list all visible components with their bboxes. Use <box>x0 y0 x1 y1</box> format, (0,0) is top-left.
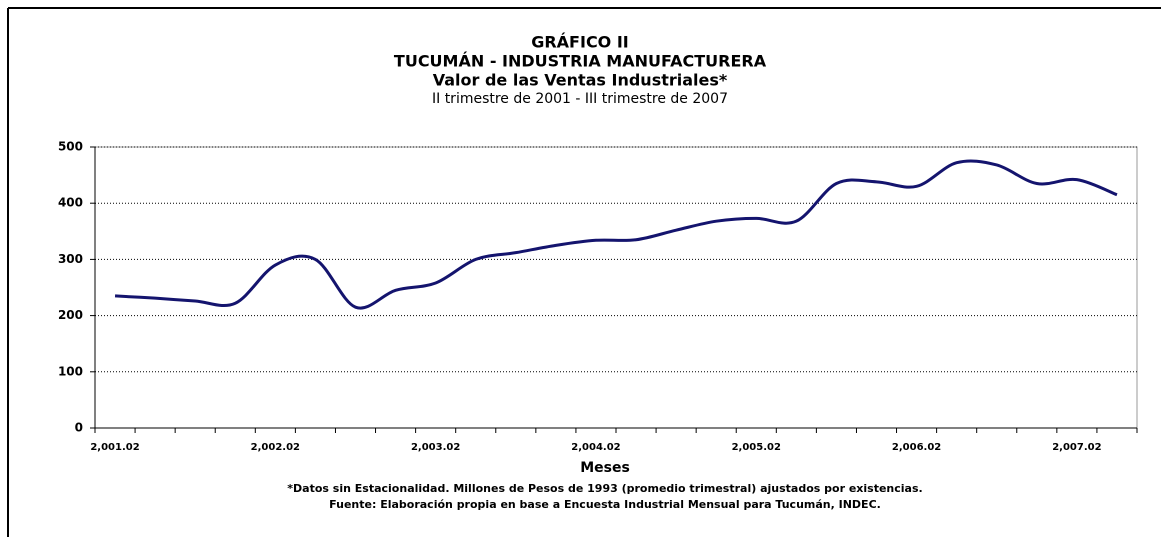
chart-title: Valor de las Ventas Industriales* <box>433 71 728 90</box>
x-tick-label: 2,001.02 <box>90 442 139 453</box>
y-tick-label: 300 <box>58 252 83 266</box>
chart-subtitle: II trimestre de 2001 - III trimestre de … <box>432 91 728 107</box>
x-tick-label: 2,004.02 <box>571 442 620 453</box>
x-tick-label: 2,006.02 <box>892 442 941 453</box>
y-tick-label: 400 <box>58 196 83 210</box>
x-axis-label: Meses <box>580 460 630 476</box>
y-tick-label: 100 <box>58 364 83 378</box>
note: Fuente: Elaboración propia en base a Enc… <box>329 498 881 511</box>
chart-title: GRÁFICO II <box>531 33 629 52</box>
chart-title: TUCUMÁN - INDUSTRIA MANUFACTURERA <box>394 52 767 71</box>
x-tick-label: 2,005.02 <box>732 442 781 453</box>
x-tick-label: 2,007.02 <box>1052 442 1101 453</box>
y-tick-label: 0 <box>75 421 83 435</box>
note: *Datos sin Estacionalidad. Millones de P… <box>287 482 922 495</box>
x-tick-label: 2,003.02 <box>411 442 460 453</box>
y-tick-label: 500 <box>58 140 83 154</box>
y-tick-label: 200 <box>58 308 83 322</box>
data-line <box>114 159 1118 310</box>
x-tick-label: 2,002.02 <box>251 442 300 453</box>
